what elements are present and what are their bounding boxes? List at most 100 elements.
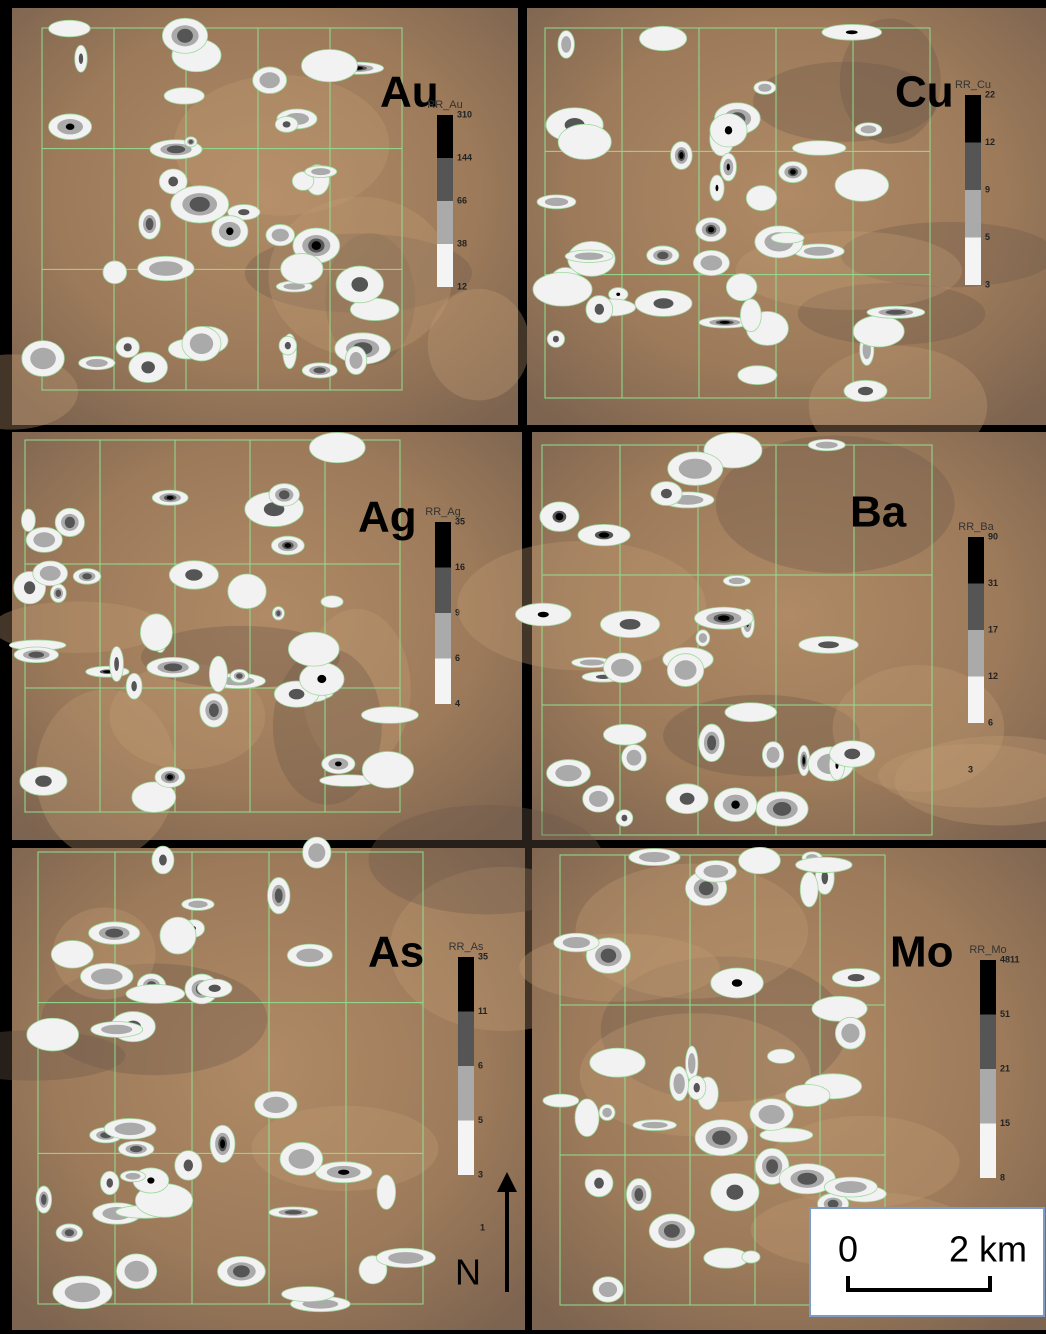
anomaly [236, 673, 242, 678]
anomaly [580, 659, 604, 665]
legend-tick-label: 90 [988, 531, 998, 541]
anomaly [281, 254, 323, 284]
legend-tick-label: 4811 [1000, 954, 1020, 964]
anomaly [185, 569, 202, 580]
element-label: Mo [890, 928, 954, 977]
anomaly [796, 857, 852, 872]
anomaly [561, 36, 571, 53]
legend-swatch [980, 960, 996, 1015]
anomaly [731, 800, 740, 808]
anomaly [835, 169, 889, 201]
anomaly [209, 985, 221, 992]
anomaly [164, 663, 182, 671]
anomaly [107, 1178, 114, 1187]
anomaly [620, 619, 641, 630]
legend-tick-label: 16 [455, 562, 465, 572]
anomaly [699, 633, 707, 643]
anomaly [680, 793, 695, 805]
anomaly [388, 1252, 423, 1264]
anomaly [309, 433, 365, 463]
legend-swatch [458, 1066, 474, 1121]
anomaly [124, 343, 132, 351]
anomaly [886, 310, 906, 315]
anomaly [65, 517, 75, 528]
anomaly [272, 229, 289, 242]
anomaly [35, 776, 51, 787]
scale-start: 0 [838, 1229, 858, 1270]
anomaly [803, 757, 805, 765]
anomaly [797, 1173, 817, 1185]
legend-tick-label: 38 [457, 238, 467, 248]
anomaly [758, 84, 771, 92]
legend-swatch [965, 190, 981, 238]
anomaly [679, 152, 683, 159]
anomaly [91, 969, 123, 985]
anomaly [82, 573, 92, 579]
anomaly [616, 293, 620, 296]
anomaly [701, 255, 723, 270]
anomaly [792, 141, 845, 156]
anomaly [861, 125, 877, 133]
anomaly [105, 929, 123, 938]
anomaly [114, 657, 119, 671]
anomaly [362, 752, 413, 788]
legend-swatch [968, 537, 984, 584]
anomaly [739, 847, 781, 874]
anomaly [21, 509, 35, 531]
anomaly [321, 596, 343, 608]
anomaly [816, 442, 838, 449]
anomaly [289, 1149, 315, 1169]
anomaly [65, 1283, 101, 1303]
map-panel: AgRR_Ag3516964 [0, 432, 522, 859]
legend-tick-label: 6 [988, 717, 993, 727]
anomaly [167, 146, 185, 154]
anomaly [351, 277, 368, 292]
anomaly [732, 979, 743, 986]
anomaly [553, 336, 559, 343]
anomaly [800, 872, 818, 907]
anomaly [740, 299, 761, 332]
anomaly [726, 274, 757, 301]
anomaly [49, 20, 91, 36]
anomaly [603, 724, 646, 745]
anomaly [738, 366, 777, 385]
anomaly [377, 1175, 396, 1210]
anomaly [125, 1261, 149, 1282]
anomaly [159, 855, 167, 866]
anomaly [627, 750, 642, 766]
anomaly [639, 26, 686, 50]
anomaly [766, 1159, 778, 1173]
legend-tick-label: 3 [985, 279, 990, 289]
legend-tick-label: 1 [480, 1222, 485, 1232]
legend-tick-label: 66 [457, 195, 467, 205]
anomaly [125, 1173, 140, 1180]
element-label: Cu [895, 68, 954, 117]
anomaly [141, 361, 155, 373]
anomaly [575, 1099, 599, 1137]
anomaly [226, 227, 233, 235]
anomaly [311, 168, 330, 175]
anomaly [703, 865, 728, 878]
legend-tick-label: 4 [455, 698, 460, 708]
anomaly [707, 735, 716, 750]
anomaly [543, 1094, 579, 1107]
anomaly [716, 185, 719, 191]
legend-swatch [435, 568, 451, 614]
anomaly [664, 1224, 680, 1238]
anomaly [33, 532, 55, 547]
legend-tick-label: 144 [457, 152, 472, 162]
legend-swatch [437, 158, 453, 201]
legend-tick-label: 3 [478, 1169, 483, 1179]
anomaly [275, 888, 283, 903]
anomaly [130, 1146, 142, 1152]
legend-swatch [980, 1124, 996, 1179]
anomaly [727, 164, 730, 171]
anomaly [188, 901, 207, 908]
anomaly [167, 775, 173, 780]
anomaly [771, 233, 804, 244]
anomaly [350, 352, 363, 369]
anomaly [233, 1265, 250, 1277]
anomaly [767, 1049, 794, 1063]
anomaly [228, 574, 266, 609]
